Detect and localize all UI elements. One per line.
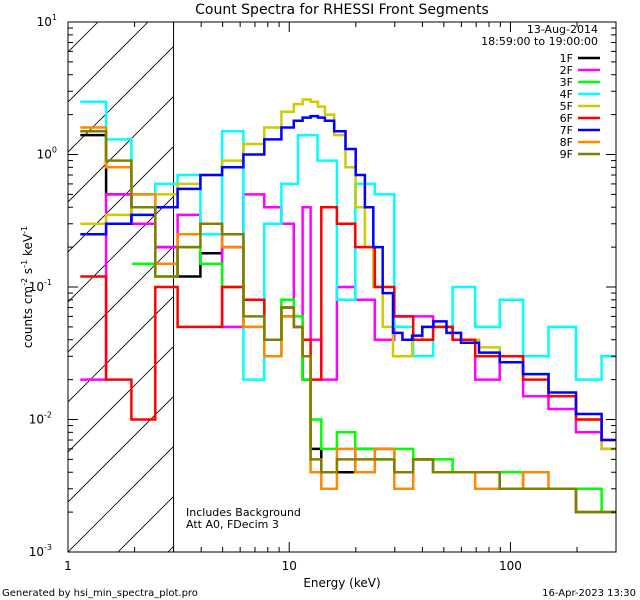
y-tick-label: 10-3 — [29, 543, 52, 559]
x-axis-label: Energy (keV) — [303, 576, 380, 590]
x-tick-label: 100 — [499, 559, 522, 573]
legend-label-1F: 1F — [560, 52, 573, 65]
y-tick-label-base: 10 — [29, 413, 44, 427]
hatch-line — [218, 0, 640, 552]
hatch-line — [68, 195, 174, 303]
legend-label-2F: 2F — [560, 64, 573, 77]
series-line-9F — [80, 129, 616, 514]
attenuator-note: Att A0, FDecim 3 — [186, 518, 279, 531]
series-line-4F — [80, 100, 616, 381]
x-tick-label: 1 — [64, 559, 72, 573]
footer-generated-by: Generated by hsi_min_spectra_plot.pro — [2, 588, 198, 599]
series-line-2F — [80, 193, 616, 451]
series-line-7F — [80, 114, 616, 442]
legend-label-3F: 3F — [560, 76, 573, 89]
y-axis-label-mid: s — [21, 268, 35, 278]
y-tick-label-exp: -3 — [44, 543, 52, 552]
y-tick-label: 100 — [37, 146, 57, 162]
legend-label-5F: 5F — [560, 100, 573, 113]
legend-label-4F: 4F — [560, 88, 573, 101]
date-label: 13-Aug-2014 — [527, 23, 598, 36]
y-tick-label-base: 10 — [29, 280, 44, 294]
legend-label-7F: 7F — [560, 124, 573, 137]
hatched-region — [68, 0, 640, 552]
y-axis-label-exp3: -1 — [20, 226, 29, 234]
y-tick-label-exp: 0 — [52, 146, 57, 155]
y-tick-label-base: 10 — [37, 15, 52, 29]
hatch-line — [68, 445, 174, 552]
y-axis-label-end: keV — [21, 233, 35, 260]
hatch-line — [68, 295, 174, 403]
background-note: Includes Background — [186, 506, 301, 519]
time-range-label: 18:59:00 to 19:00:00 — [481, 35, 598, 48]
hatch-line — [68, 22, 149, 103]
y-tick-label: 10-2 — [29, 411, 52, 427]
series-line-1F — [80, 133, 616, 514]
hatch-line — [68, 395, 174, 503]
y-axis-label: counts cm-2 s-1 keV-1 — [20, 226, 35, 348]
y-tick-label-exp: -2 — [44, 411, 52, 420]
y-tick-label: 101 — [37, 13, 57, 29]
y-tick-label: 10-1 — [29, 278, 52, 294]
x-tick-label: 10 — [282, 559, 297, 573]
legend-label-9F: 9F — [560, 148, 573, 161]
footer-timestamp: 16-Apr-2023 13:30 — [542, 588, 636, 599]
legend-label-6F: 6F — [560, 112, 573, 125]
y-axis-label-exp2: -1 — [20, 260, 29, 268]
legend-label-8F: 8F — [560, 136, 573, 149]
y-tick-label-exp: 1 — [52, 13, 57, 22]
hatch-line — [68, 45, 174, 153]
y-axis-label-exp1: -2 — [20, 278, 29, 286]
hatch-line — [68, 245, 174, 353]
series-line-8F — [80, 126, 616, 514]
y-tick-label-base: 10 — [29, 545, 44, 559]
chart-title: Count Spectra for RHESSI Front Segments — [195, 2, 489, 18]
series-line-6F — [80, 205, 616, 442]
y-tick-label-base: 10 — [37, 148, 52, 162]
y-tick-label-exp: -1 — [44, 278, 52, 287]
y-axis-label-main: counts cm — [21, 286, 35, 348]
